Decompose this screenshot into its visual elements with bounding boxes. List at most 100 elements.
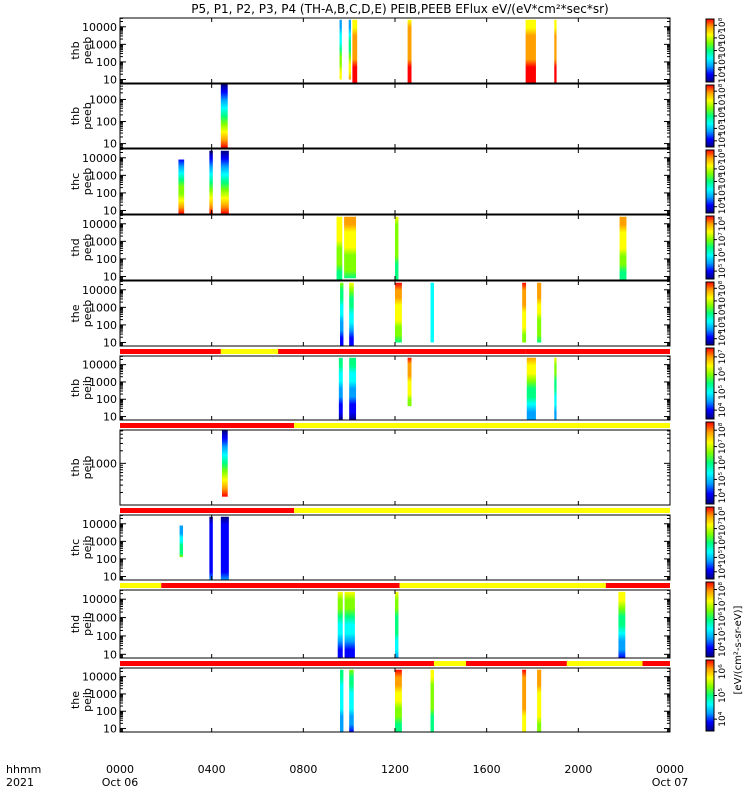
colorbar-tick-label: 10⁷: [718, 597, 728, 612]
colorbar-tick-label: 10⁴: [718, 402, 728, 417]
panel-probe-label: thb: [69, 379, 82, 397]
spectrogram-burst: [339, 19, 342, 80]
colorbar-tick-label: 10⁴: [718, 711, 728, 726]
colorbar-tick-label: 10⁷: [718, 96, 728, 111]
colorbar-tick-label: 10⁴: [718, 488, 728, 503]
colorbar-tick-label: 10⁶: [718, 306, 728, 321]
panel-product-label: peeb: [81, 168, 94, 196]
panel-probe-label: thd: [69, 615, 82, 633]
panel-product-label: peeb: [81, 234, 94, 262]
panel-probe-label: the: [69, 691, 82, 709]
colorbar-tick-label: 10⁵: [718, 263, 728, 278]
y-tick-label: 100: [96, 553, 117, 566]
x-tick-label: 1200: [381, 763, 409, 776]
panel-product-label: peib: [81, 456, 94, 480]
colorbar-units-label: [eV/(cm²-s-sr-eV)]: [733, 605, 744, 694]
mode-bar-segment: [278, 349, 526, 354]
y-tick-label: 1000: [89, 457, 117, 470]
x-tick-label: 1600: [473, 763, 501, 776]
spectrogram-burst: [430, 669, 434, 732]
panel-probe-label: thd: [69, 238, 82, 256]
mode-bar-segment: [294, 423, 670, 428]
colorbar-tick-label: 10⁷: [718, 439, 728, 454]
y-tick-label: 100: [96, 393, 117, 406]
y-tick-label: 10000: [82, 152, 117, 165]
panel-probe-label: thb: [69, 458, 82, 476]
colorbar-tick-label: 10⁵: [718, 549, 728, 564]
y-tick-label: 100: [96, 630, 117, 643]
spectrogram-burst: [395, 282, 402, 343]
colorbar: [705, 84, 715, 148]
y-tick-label: 10000: [82, 21, 117, 34]
y-tick-label: 1000: [89, 535, 117, 548]
colorbar-tick-label: 10⁵: [718, 627, 728, 642]
y-tick-label: 100: [96, 705, 117, 718]
colorbar-tick-label: 10⁶: [718, 455, 728, 470]
spectrogram-burst: [619, 216, 627, 280]
y-tick-label: 10: [103, 723, 117, 736]
y-tick-label: 1000: [89, 301, 117, 314]
spectrogram-burst: [338, 357, 343, 420]
panel-product-label: peib: [81, 612, 94, 636]
mode-bar-segment: [566, 661, 643, 666]
figure-title: P5, P1, P2, P3, P4 (TH-A,B,C,D,E) PEIB,P…: [191, 2, 608, 16]
y-tick-label: 10: [103, 204, 117, 217]
colorbar-tick-label: 10⁷: [718, 161, 728, 176]
colorbar: [705, 149, 715, 214]
y-tick-label: 1000: [89, 612, 117, 625]
spectrogram-burst: [221, 430, 228, 497]
panel-product-label: peib: [81, 536, 94, 560]
colorbar-tick-label: 10⁸: [718, 17, 728, 32]
mode-bar-segment: [220, 349, 279, 354]
y-tick-label: 10: [103, 138, 117, 151]
spectrogram-burst: [526, 357, 536, 420]
colorbar-tick-label: 10⁷: [718, 521, 728, 536]
panel-frame: [119, 429, 671, 506]
colorbar: [705, 659, 715, 732]
panel-probe-label: thc: [69, 173, 82, 190]
spectrogram-burst: [395, 669, 402, 732]
spectrogram-burst: [349, 282, 354, 346]
spectrogram-burst: [349, 669, 354, 732]
spectrogram-burst: [344, 216, 357, 279]
panel-frame: [119, 148, 671, 215]
panel-probe-label: thb: [69, 107, 82, 125]
spectrogram-burst: [554, 357, 557, 420]
y-tick-label: 1000: [89, 38, 117, 51]
colorbar-tick-label: 10⁶: [718, 535, 728, 550]
spectrogram-burst: [340, 669, 344, 732]
colorbar-tick-label: 10⁵: [718, 318, 728, 333]
mode-bar-segment: [294, 508, 670, 513]
spectrogram-burst: [209, 516, 213, 580]
colorbar-tick-label: 10⁸: [718, 280, 728, 295]
x-axis-prefix-hhmm: hhmm: [6, 763, 41, 776]
mode-bar-segment: [525, 349, 670, 354]
spectrogram-burst: [336, 216, 343, 280]
colorbar-tick-label: 10⁸: [718, 148, 728, 163]
colorbar-tick-label: 10⁶: [718, 174, 728, 189]
x-tick-date-label: Oct 06: [102, 776, 139, 789]
colorbar-tick-label: 10⁸: [718, 582, 728, 597]
panel-product-label: peeb: [81, 102, 94, 130]
y-tick-label: 1000: [89, 688, 117, 701]
colorbar-tick-label: 10⁷: [718, 293, 728, 308]
y-tick-label: 10: [103, 270, 117, 283]
mode-bar-segment: [399, 583, 606, 588]
colorbar: [705, 506, 715, 580]
colorbar-tick-label: 10⁶: [718, 367, 728, 382]
spectrogram-burst: [407, 19, 412, 83]
spectrogram-burst: [554, 19, 557, 83]
mode-bar-segment: [120, 508, 295, 513]
y-tick-label: 10: [103, 411, 117, 424]
spectrogram-burst: [348, 19, 351, 80]
panel-frame: [119, 83, 671, 149]
colorbar-tick-label: 10⁴: [718, 642, 728, 657]
spectrogram-burst: [522, 669, 527, 732]
panel-frame: [119, 514, 671, 581]
panel-product-label: peeb: [81, 300, 94, 328]
spectrogram-burst: [178, 159, 185, 214]
